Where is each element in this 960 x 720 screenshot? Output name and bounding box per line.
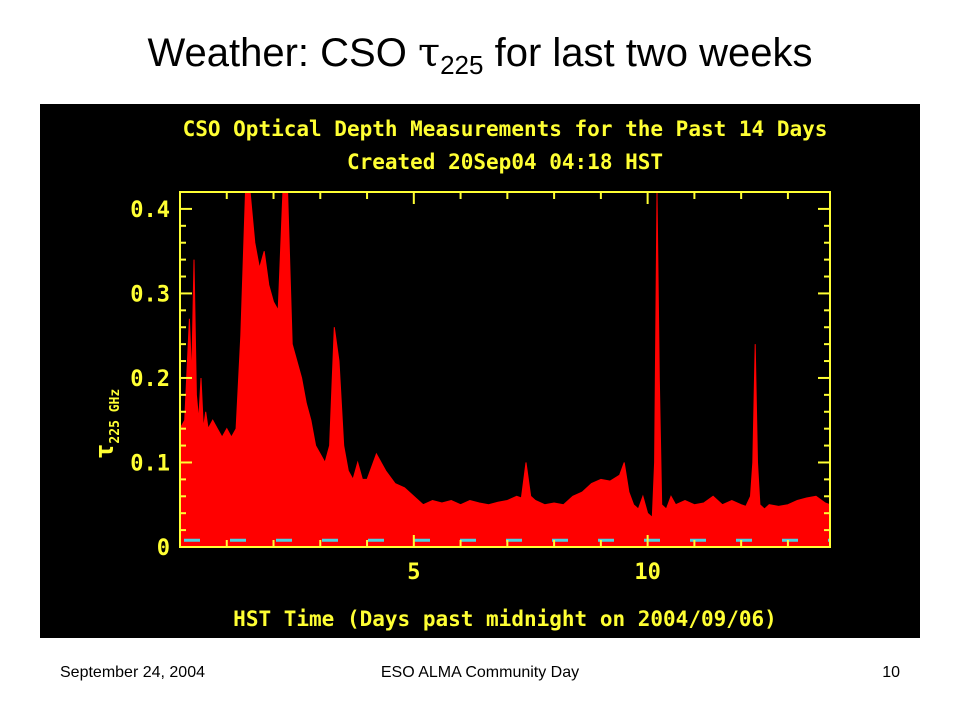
y-tick-label: 0.4 [130,198,170,223]
y-axis-label-symbol: τ [90,444,120,460]
y-axis-label-subscript: 225 GHz [108,389,123,444]
title-subscript: 225 [440,50,484,80]
chart-subtitle: Created 20Sep04 04:18 HST [347,150,663,174]
y-tick-label: 0 [157,536,170,561]
footer-date: September 24, 2004 [60,664,205,681]
x-tick-label: 10 [634,560,661,585]
footer-page-number: 10 [882,664,900,681]
title-suffix: for last two weeks [483,31,813,75]
chart-title: CSO Optical Depth Measurements for the P… [183,117,828,141]
x-tick-labels: 5 10 [407,560,661,585]
title-prefix: Weather: CSO [147,31,418,75]
title-tau-symbol: τ [417,30,441,76]
y-axis-label: τ225 GHz [90,389,123,459]
x-axis-label: HST Time (Days past midnight on 2004/09/… [233,607,777,631]
tau-area-series [179,191,831,548]
axis-ticks [180,191,830,548]
y-tick-labels: 0 0.1 0.2 0.3 0.4 [130,198,170,561]
chart-panel: CSO Optical Depth Measurements for the P… [40,104,920,638]
plot-frame [179,191,831,548]
y-tick-label: 0.1 [130,451,170,476]
y-tick-label: 0.2 [130,367,170,392]
chart-svg: CSO Optical Depth Measurements for the P… [90,117,831,631]
footer-event: ESO ALMA Community Day [380,664,580,681]
slide-title: Weather: CSO τ225 for last two weeks [0,30,960,81]
x-tick-label: 5 [407,560,420,585]
y-tick-label: 0.3 [130,282,170,307]
